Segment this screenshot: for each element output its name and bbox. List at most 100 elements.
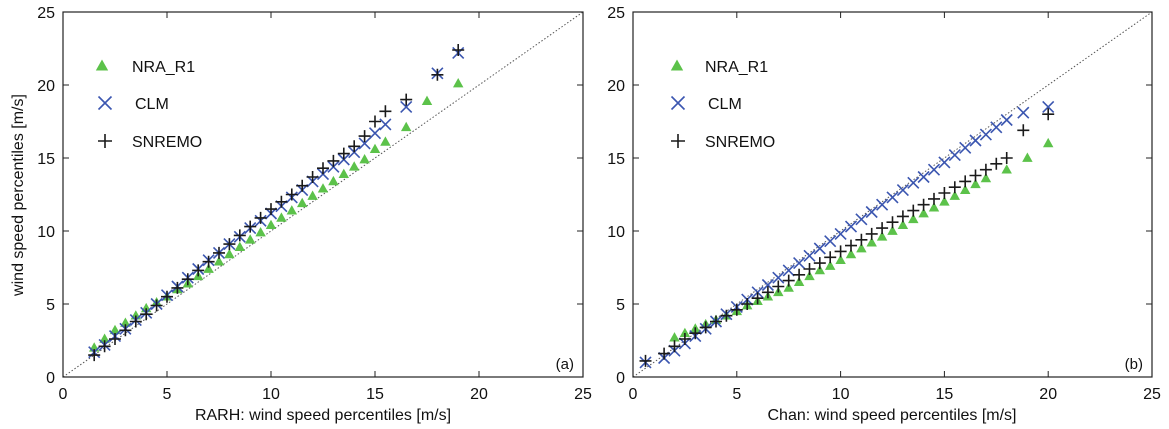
chart-panel-a: 0 5 10 15 20 25 0 5 10 15 20 25 RARH: wind speed p…	[10, 5, 592, 424]
data-point-snremo	[761, 286, 774, 299]
data-point-snremo	[244, 220, 257, 233]
y-tick-label: 0	[616, 370, 625, 387]
legend-marker-clm-a	[97, 95, 113, 111]
legend-marker-clm-b	[670, 95, 686, 111]
y-tick-label: 20	[607, 78, 625, 95]
legend-label-nra-r1-a: NRA_R1	[132, 59, 195, 76]
legend-marker-nra-r1-a	[95, 59, 109, 71]
data-point-clm	[772, 271, 785, 284]
data-point-nra-r1	[99, 333, 110, 343]
data-point-snremo	[452, 44, 465, 56]
data-point-snremo	[265, 203, 277, 216]
x-tick-label: 15	[936, 386, 954, 403]
data-point-snremo	[202, 255, 215, 268]
data-point-nra-r1	[804, 270, 815, 281]
data-point-nra-r1	[348, 161, 360, 171]
legend-b: NRA_R1 CLM SNREMO	[670, 59, 775, 151]
legend-symbol-clm	[670, 95, 686, 111]
data-point-snremo	[720, 309, 733, 322]
data-point-snremo	[896, 210, 909, 223]
data-point-clm	[896, 184, 909, 197]
data-point-snremo	[813, 257, 826, 270]
data-point-snremo	[678, 333, 691, 345]
data-point-snremo	[337, 147, 350, 160]
data-point-snremo	[192, 264, 205, 277]
data-point-nra-r1	[234, 241, 246, 251]
y-tick-label: 25	[607, 5, 625, 22]
x-tick-label: 10	[262, 386, 280, 403]
data-point-snremo	[98, 340, 111, 353]
legend-symbol-nra-r1	[95, 59, 109, 71]
data-point-clm	[379, 118, 392, 131]
x-tick-label: 5	[732, 386, 741, 403]
x-ticks-b: 0 5 10 15 20 25	[629, 12, 1161, 403]
data-point-snremo	[876, 222, 889, 235]
data-point-snremo	[400, 93, 413, 106]
data-point-nra-r1	[824, 260, 836, 270]
data-point-snremo	[845, 239, 857, 252]
data-point-snremo	[369, 115, 381, 128]
data-point-clm	[990, 121, 1003, 134]
data-point-nra-r1	[296, 197, 308, 208]
data-point-snremo	[213, 246, 225, 259]
data-point-nra-r1	[1001, 164, 1012, 174]
data-point-nra-r1	[307, 190, 318, 200]
data-point-nra-r1	[244, 234, 256, 244]
data-point-clm	[855, 213, 868, 226]
y-tick-label: 5	[46, 297, 55, 314]
data-point-nra-r1	[835, 254, 846, 265]
data-point-snremo	[109, 333, 121, 345]
x-tick-label: 20	[470, 386, 488, 403]
data-point-clm	[1017, 106, 1030, 119]
data-point-nra-r1	[359, 154, 370, 164]
y-tick-label: 10	[607, 224, 625, 241]
data-point-snremo	[348, 140, 361, 153]
data-point-snremo	[254, 211, 267, 224]
series-marks-b	[639, 100, 1055, 369]
legend-label-snremo-b: SNREMO	[705, 134, 775, 151]
data-point-snremo	[1017, 124, 1030, 137]
data-point-snremo	[938, 187, 951, 199]
data-point-nra-r1	[380, 136, 391, 146]
legend-a: NRA_R1 CLM SNREMO	[95, 59, 202, 151]
data-point-snremo	[928, 192, 940, 205]
data-point-nra-r1	[980, 172, 992, 183]
data-point-snremo	[979, 163, 992, 176]
data-point-nra-r1	[400, 121, 412, 132]
data-point-clm	[1000, 113, 1013, 127]
data-point-nra-r1	[679, 327, 691, 338]
data-point-snremo	[658, 347, 671, 360]
data-point-snremo	[969, 169, 982, 182]
y-tick-label: 10	[37, 224, 55, 241]
data-point-nra-r1	[669, 332, 680, 342]
data-point-clm	[927, 163, 941, 176]
y-ticks-b: 0 5 10 15 20 25	[607, 5, 1152, 387]
y-tick-label: 15	[607, 151, 625, 168]
x-tick-label: 5	[163, 386, 172, 403]
data-point-snremo	[751, 292, 764, 305]
data-point-snremo	[865, 227, 878, 240]
x-ticks-a: 0 5 10 15 20 25	[59, 12, 592, 403]
legend-marker-snremo-a	[98, 134, 112, 148]
data-point-snremo	[296, 179, 309, 192]
y-tick-label: 25	[37, 5, 55, 22]
data-point-snremo	[317, 162, 329, 175]
data-point-snremo	[285, 188, 298, 201]
legend-label-nra-r1-b: NRA_R1	[705, 59, 768, 76]
data-point-snremo	[1000, 152, 1013, 164]
data-point-snremo	[233, 229, 246, 242]
data-point-nra-r1	[1022, 152, 1033, 162]
data-point-nra-r1	[224, 248, 235, 259]
data-point-nra-r1	[856, 243, 867, 253]
data-point-clm	[865, 205, 878, 219]
data-point-clm	[907, 176, 920, 189]
data-point-nra-r1	[452, 78, 464, 88]
data-point-nra-r1	[783, 282, 794, 292]
data-point-nra-r1	[120, 317, 131, 327]
data-point-nra-r1	[328, 175, 339, 186]
data-point-clm	[917, 170, 930, 184]
one-to-one-line-b	[632, 11, 1153, 378]
data-point-nra-r1	[1042, 137, 1054, 148]
data-point-snremo	[793, 268, 806, 281]
data-point-snremo	[855, 233, 868, 246]
